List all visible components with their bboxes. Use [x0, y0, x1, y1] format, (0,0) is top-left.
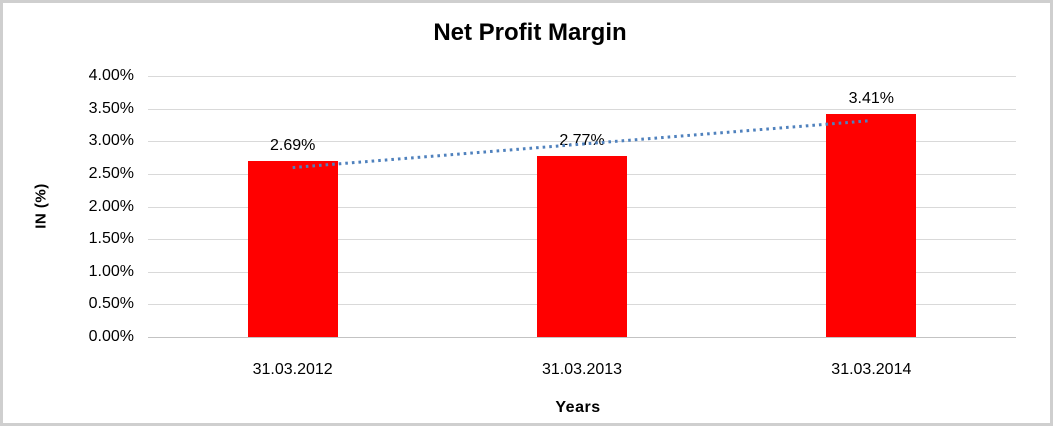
bar-value-label: 2.69%: [269, 137, 316, 155]
y-tick-label: 2.50%: [88, 164, 134, 182]
y-tick-label: 0.50%: [88, 295, 134, 313]
y-tick-label: 3.50%: [88, 99, 134, 117]
y-tick-label: 2.00%: [88, 197, 134, 215]
y-tick-label: 3.00%: [88, 132, 134, 150]
y-tick-label: 4.00%: [88, 67, 134, 84]
y-tick-label: 1.50%: [88, 230, 134, 248]
bar: [826, 114, 917, 337]
x-axis-title: Years: [555, 399, 601, 416]
bar: [537, 156, 627, 337]
x-tick-label: 31.03.2013: [541, 361, 623, 378]
x-tick-label: 31.03.2014: [831, 361, 912, 378]
y-axis-title: IN (%): [32, 183, 50, 229]
chart-title: Net Profit Margin: [433, 19, 627, 46]
bar: [247, 161, 338, 337]
y-tick-label: 0.00%: [88, 328, 134, 345]
y-tick-label: 1.00%: [88, 262, 134, 280]
gridline: [148, 76, 1016, 77]
gridline: [148, 337, 1016, 338]
bar-value-label: 2.77%: [559, 132, 605, 150]
gridline: [148, 108, 1016, 110]
x-tick-label: 31.03.2012: [252, 361, 333, 378]
bar-value-label: 3.41%: [848, 90, 895, 108]
